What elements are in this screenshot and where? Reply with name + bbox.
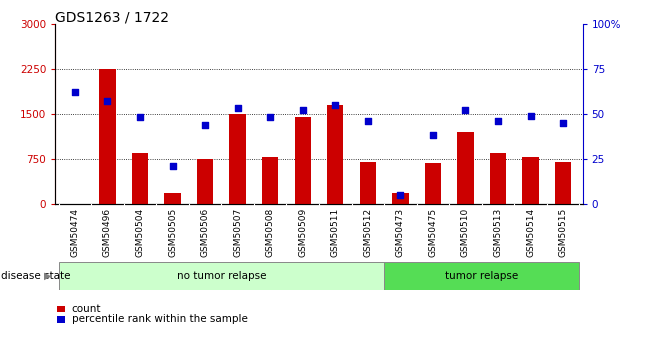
Point — [363, 118, 373, 124]
Point — [525, 113, 536, 118]
Text: GSM50512: GSM50512 — [363, 208, 372, 257]
Point — [167, 163, 178, 169]
Bar — [59, 262, 384, 290]
Bar — [555, 162, 572, 204]
Bar — [490, 153, 506, 204]
Text: GDS1263 / 1722: GDS1263 / 1722 — [55, 10, 169, 24]
Bar — [384, 262, 579, 290]
Text: GSM50474: GSM50474 — [70, 208, 79, 257]
Point — [493, 118, 503, 124]
Point — [330, 102, 340, 108]
Text: GSM50515: GSM50515 — [559, 208, 568, 257]
Point — [265, 115, 275, 120]
Text: ▶: ▶ — [44, 271, 51, 281]
Bar — [294, 117, 311, 204]
Point — [70, 90, 80, 95]
Text: percentile rank within the sample: percentile rank within the sample — [72, 315, 247, 324]
Text: tumor relapse: tumor relapse — [445, 271, 518, 281]
Text: GSM50511: GSM50511 — [331, 208, 340, 257]
Point — [200, 122, 210, 127]
Text: GSM50514: GSM50514 — [526, 208, 535, 257]
Bar — [197, 159, 213, 204]
Bar — [262, 157, 278, 204]
Bar — [522, 157, 538, 204]
Bar — [132, 153, 148, 204]
Point — [102, 99, 113, 104]
Bar — [392, 193, 409, 204]
Bar — [99, 69, 115, 204]
Text: no tumor relapse: no tumor relapse — [176, 271, 266, 281]
Bar — [359, 162, 376, 204]
Point — [232, 106, 243, 111]
Point — [428, 132, 438, 138]
Text: GSM50508: GSM50508 — [266, 208, 275, 257]
Text: count: count — [72, 304, 101, 314]
Bar — [164, 193, 181, 204]
Point — [135, 115, 145, 120]
Text: disease state: disease state — [1, 271, 71, 281]
Text: GSM50506: GSM50506 — [201, 208, 210, 257]
Text: GSM50510: GSM50510 — [461, 208, 470, 257]
Point — [558, 120, 568, 126]
Bar — [457, 132, 473, 204]
Point — [460, 108, 471, 113]
Text: GSM50496: GSM50496 — [103, 208, 112, 257]
Text: GSM50473: GSM50473 — [396, 208, 405, 257]
Text: GSM50509: GSM50509 — [298, 208, 307, 257]
Text: GSM50513: GSM50513 — [493, 208, 503, 257]
Text: GSM50505: GSM50505 — [168, 208, 177, 257]
Bar — [424, 163, 441, 204]
Point — [298, 108, 308, 113]
Text: GSM50504: GSM50504 — [135, 208, 145, 257]
Point — [395, 192, 406, 197]
Bar — [229, 114, 245, 204]
Text: GSM50507: GSM50507 — [233, 208, 242, 257]
Bar — [327, 105, 344, 204]
Text: GSM50475: GSM50475 — [428, 208, 437, 257]
